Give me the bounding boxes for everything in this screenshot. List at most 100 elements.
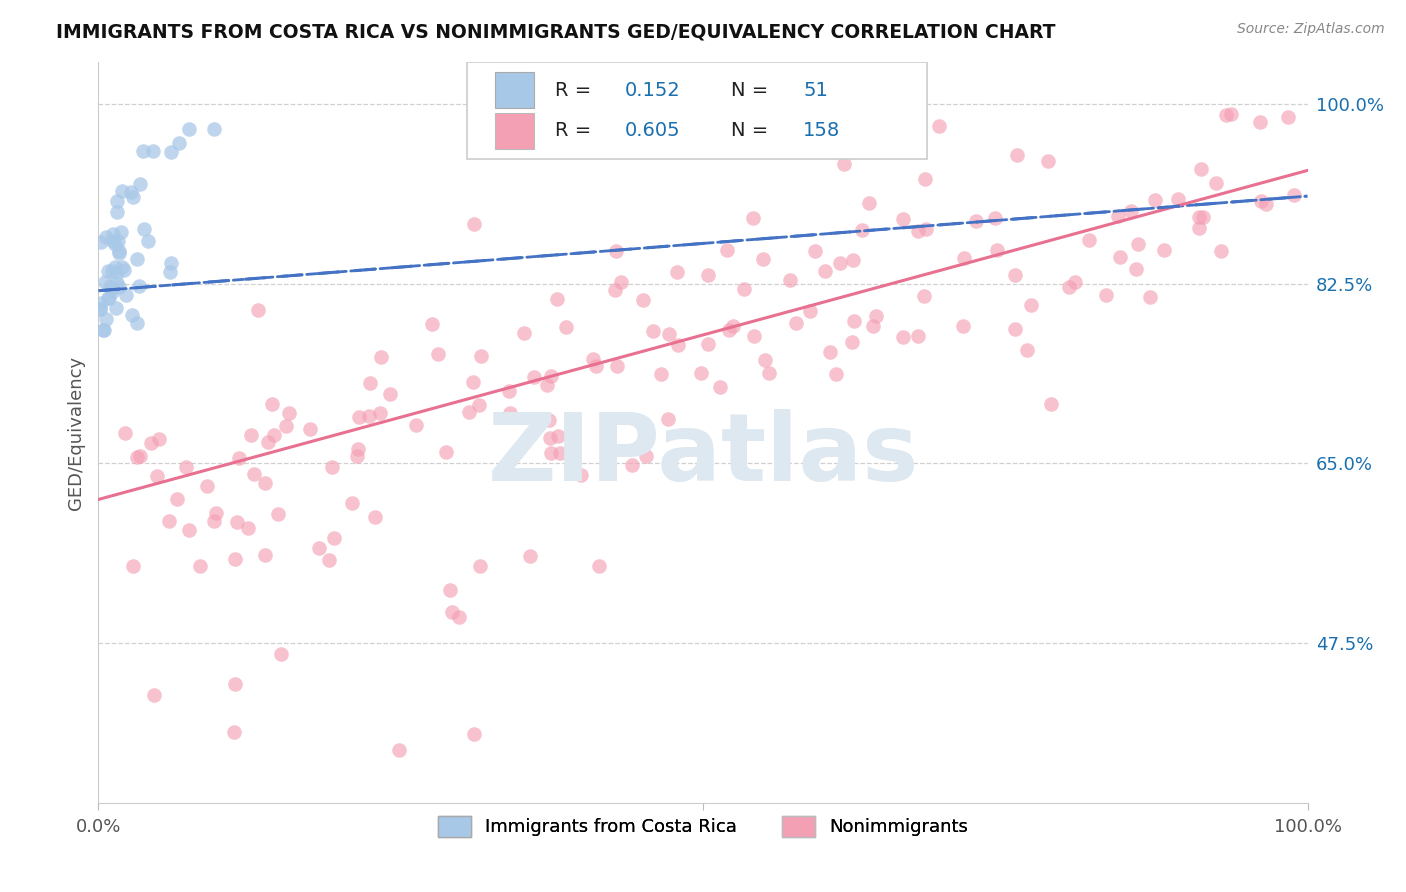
Point	[97, 291, 120, 305]
Text: IMMIGRANTS FROM COSTA RICA VS NONIMMIGRANTS GED/EQUIVALENCY CORRELATION CHART: IMMIGRANTS FROM COSTA RICA VS NONIMMIGRA…	[56, 22, 1056, 41]
Point	[346, 449, 368, 463]
Point	[263, 428, 285, 442]
Point	[540, 446, 562, 460]
Point	[128, 279, 150, 293]
Point	[94, 230, 117, 244]
Point	[547, 429, 569, 443]
Point	[277, 406, 299, 420]
Point	[834, 157, 856, 171]
Point	[270, 647, 292, 661]
Point	[105, 266, 128, 280]
Point	[108, 280, 131, 294]
Point	[824, 368, 846, 382]
Text: 0.605: 0.605	[624, 121, 681, 141]
Point	[634, 449, 657, 463]
Point	[143, 688, 166, 702]
Point	[134, 222, 156, 236]
Text: ZIPatlas: ZIPatlas	[488, 409, 918, 500]
Point	[742, 211, 765, 226]
Point	[166, 491, 188, 506]
Point	[1021, 298, 1043, 312]
Point	[458, 405, 481, 419]
Point	[1139, 290, 1161, 304]
Point	[98, 278, 121, 293]
Point	[202, 122, 225, 136]
Point	[1205, 177, 1227, 191]
Point	[1004, 321, 1026, 335]
Point	[125, 450, 148, 465]
Point	[115, 288, 138, 302]
Point	[447, 610, 470, 624]
Point	[697, 268, 720, 283]
Point	[405, 417, 427, 432]
Point	[1215, 108, 1237, 122]
Point	[100, 264, 122, 278]
Point	[105, 276, 128, 290]
Point	[160, 256, 183, 270]
Point	[370, 406, 392, 420]
Point	[347, 409, 370, 424]
Point	[357, 409, 380, 423]
Point	[262, 396, 284, 410]
Point	[914, 172, 936, 186]
FancyBboxPatch shape	[495, 113, 534, 149]
Point	[347, 442, 370, 456]
Point	[1277, 110, 1299, 124]
Point	[709, 380, 731, 394]
Point	[242, 467, 264, 481]
Point	[1153, 243, 1175, 257]
Point	[380, 387, 402, 401]
Point	[862, 318, 884, 333]
Point	[641, 324, 664, 338]
Text: N =: N =	[731, 121, 768, 141]
Point	[548, 446, 571, 460]
Point	[468, 398, 491, 412]
Point	[907, 329, 929, 343]
Point	[658, 326, 681, 341]
Point	[758, 366, 780, 380]
Point	[93, 323, 115, 337]
Point	[1040, 397, 1063, 411]
Point	[733, 282, 755, 296]
Point	[204, 514, 226, 528]
Point	[340, 496, 363, 510]
Point	[121, 308, 143, 322]
Point	[1015, 343, 1038, 358]
Point	[157, 515, 180, 529]
Point	[1004, 268, 1026, 282]
Point	[108, 244, 131, 258]
Point	[537, 413, 560, 427]
Point	[370, 350, 392, 364]
Point	[274, 419, 297, 434]
Point	[97, 264, 120, 278]
Point	[104, 301, 127, 315]
Point	[224, 725, 246, 739]
Point	[127, 316, 149, 330]
Point	[224, 552, 246, 566]
Point	[986, 243, 1008, 257]
Point	[97, 291, 120, 305]
Point	[195, 479, 218, 493]
Point	[538, 431, 561, 445]
Point	[318, 552, 340, 566]
Point	[1095, 288, 1118, 302]
Point	[1220, 107, 1243, 121]
Point	[1057, 279, 1080, 293]
Text: 0.152: 0.152	[624, 80, 681, 100]
Point	[176, 459, 198, 474]
Point	[463, 217, 485, 231]
Point	[912, 289, 935, 303]
Point	[914, 222, 936, 236]
Point	[841, 335, 863, 350]
Point	[605, 244, 627, 259]
Point	[359, 376, 381, 391]
Point	[96, 312, 118, 326]
Point	[228, 451, 250, 466]
Point	[108, 246, 131, 260]
Point	[799, 304, 821, 318]
Point	[463, 727, 485, 741]
Point	[90, 295, 112, 310]
Point	[439, 583, 461, 598]
Point	[721, 319, 744, 334]
Point	[240, 428, 263, 442]
